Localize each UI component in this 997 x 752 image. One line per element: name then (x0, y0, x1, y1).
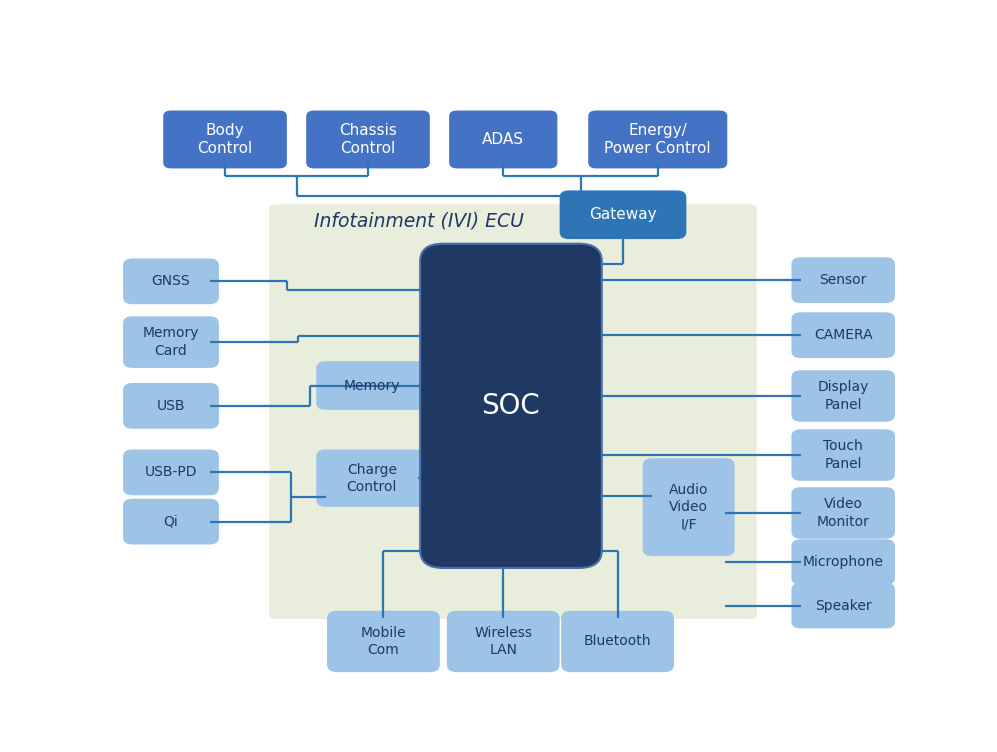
Text: USB: USB (157, 399, 185, 413)
Text: Sensor: Sensor (820, 273, 867, 287)
FancyBboxPatch shape (561, 611, 674, 672)
FancyBboxPatch shape (588, 111, 727, 168)
FancyBboxPatch shape (792, 583, 895, 629)
FancyBboxPatch shape (792, 429, 895, 481)
Text: Charge
Control: Charge Control (347, 462, 397, 494)
Text: CAMERA: CAMERA (814, 328, 872, 342)
Text: Energy/
Power Control: Energy/ Power Control (604, 123, 711, 156)
Text: GNSS: GNSS (152, 274, 190, 288)
Text: Chassis
Control: Chassis Control (339, 123, 397, 156)
Text: Speaker: Speaker (815, 599, 871, 613)
FancyBboxPatch shape (164, 111, 287, 168)
FancyBboxPatch shape (792, 312, 895, 358)
FancyBboxPatch shape (123, 383, 219, 429)
Text: Memory: Memory (344, 378, 400, 393)
Text: Gateway: Gateway (589, 208, 657, 223)
FancyBboxPatch shape (792, 257, 895, 303)
FancyBboxPatch shape (643, 458, 735, 556)
FancyBboxPatch shape (316, 450, 428, 507)
FancyBboxPatch shape (792, 487, 895, 538)
FancyBboxPatch shape (327, 611, 440, 672)
FancyBboxPatch shape (316, 361, 428, 410)
Text: Audio
Video
I/F: Audio Video I/F (669, 483, 709, 532)
FancyBboxPatch shape (123, 499, 219, 544)
Text: Body
Control: Body Control (197, 123, 252, 156)
Text: ADAS: ADAS (483, 132, 524, 147)
Text: Memory
Card: Memory Card (143, 326, 199, 358)
Text: Infotainment (IVI) ECU: Infotainment (IVI) ECU (314, 211, 523, 230)
Text: Touch
Panel: Touch Panel (824, 439, 863, 471)
FancyBboxPatch shape (559, 190, 686, 239)
Text: USB-PD: USB-PD (145, 465, 197, 480)
Text: Microphone: Microphone (803, 555, 883, 569)
Text: Wireless
LAN: Wireless LAN (475, 626, 532, 657)
FancyBboxPatch shape (306, 111, 430, 168)
Text: SOC: SOC (482, 392, 540, 420)
FancyBboxPatch shape (792, 539, 895, 585)
FancyBboxPatch shape (420, 244, 602, 568)
FancyBboxPatch shape (449, 111, 557, 168)
Text: Display
Panel: Display Panel (818, 381, 869, 411)
FancyBboxPatch shape (269, 205, 757, 619)
Text: Bluetooth: Bluetooth (584, 635, 651, 648)
FancyBboxPatch shape (123, 317, 219, 368)
Text: Video
Monitor: Video Monitor (817, 497, 869, 529)
Text: Qi: Qi (164, 514, 178, 529)
Text: Mobile
Com: Mobile Com (361, 626, 407, 657)
FancyBboxPatch shape (792, 370, 895, 422)
FancyBboxPatch shape (123, 450, 219, 496)
FancyBboxPatch shape (123, 259, 219, 305)
FancyBboxPatch shape (447, 611, 559, 672)
